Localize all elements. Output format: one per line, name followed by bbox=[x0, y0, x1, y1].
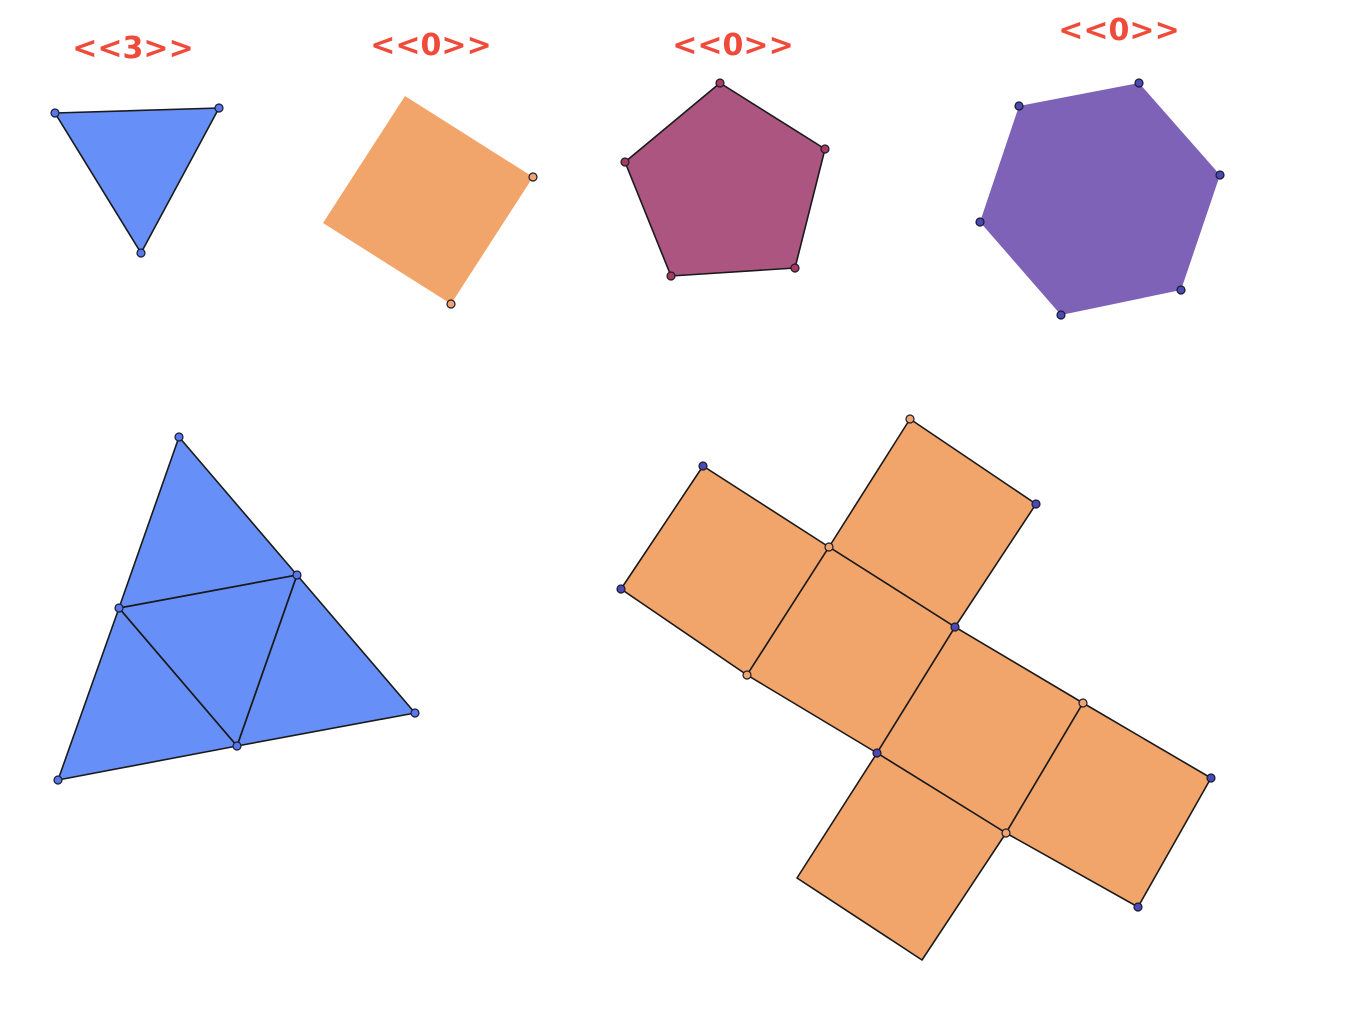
hexagon-vertex[interactable] bbox=[1134, 78, 1144, 88]
pentagon-vertex[interactable] bbox=[790, 263, 800, 273]
hexagon-vertex[interactable] bbox=[1014, 101, 1024, 111]
cube-net-vertex[interactable] bbox=[698, 461, 708, 471]
cube-net-vertex[interactable] bbox=[1133, 902, 1143, 912]
hexagon-vertex[interactable] bbox=[975, 217, 985, 227]
hexagon-vertex[interactable] bbox=[1215, 170, 1225, 180]
pentagon-vertex[interactable] bbox=[715, 78, 725, 88]
pentagon-vertex[interactable] bbox=[666, 271, 676, 281]
triangle-net-face-center[interactable] bbox=[118, 574, 298, 747]
counter-square: <<0>> bbox=[370, 28, 491, 63]
cube-net-vertex[interactable] bbox=[950, 622, 960, 632]
cube-net-vertex[interactable] bbox=[1078, 698, 1088, 708]
square-vertex[interactable] bbox=[446, 299, 456, 309]
pentagon-shape[interactable] bbox=[620, 78, 830, 281]
triangle-net-vertex[interactable] bbox=[53, 775, 63, 785]
square-shape[interactable] bbox=[323, 96, 538, 309]
triangle-net-vertex[interactable] bbox=[114, 603, 124, 613]
pentagon-vertex[interactable] bbox=[620, 157, 630, 167]
triangle-net-outline[interactable] bbox=[58, 437, 415, 780]
cube-net[interactable] bbox=[616, 414, 1216, 961]
hexagon-face[interactable] bbox=[980, 83, 1220, 315]
pentagon-face[interactable] bbox=[624, 82, 826, 277]
square-face[interactable] bbox=[323, 96, 533, 304]
cube-net-vertex[interactable] bbox=[1031, 499, 1041, 509]
cube-net-vertex[interactable] bbox=[1001, 828, 1011, 838]
triangle-net-vertex[interactable] bbox=[410, 708, 420, 718]
cube-net-vertex[interactable] bbox=[824, 542, 834, 552]
triangle-face[interactable] bbox=[54, 107, 220, 254]
triangle-vertex[interactable] bbox=[50, 108, 60, 118]
cube-net-vertex[interactable] bbox=[742, 670, 752, 680]
triangle-shape[interactable] bbox=[50, 103, 224, 258]
triangle-vertex[interactable] bbox=[136, 248, 146, 258]
hexagon-vertex[interactable] bbox=[1176, 285, 1186, 295]
counter-pentagon: <<0>> bbox=[672, 28, 793, 63]
triangle-net-vertex[interactable] bbox=[232, 741, 242, 751]
triangle-net-vertex[interactable] bbox=[174, 432, 184, 442]
hexagon-shape[interactable] bbox=[975, 78, 1225, 320]
pentagon-vertex[interactable] bbox=[820, 144, 830, 154]
cube-net-vertex[interactable] bbox=[616, 584, 626, 594]
counter-hexagon: <<0>> bbox=[1058, 13, 1179, 48]
cube-net-vertex[interactable] bbox=[1206, 773, 1216, 783]
square-vertex[interactable] bbox=[528, 172, 538, 182]
cube-net-face-bottom[interactable] bbox=[796, 752, 1007, 961]
cube-net-vertex[interactable] bbox=[905, 414, 915, 424]
counter-triangle: <<3>> bbox=[72, 31, 193, 66]
triangle-vertex[interactable] bbox=[214, 103, 224, 113]
hexagon-vertex[interactable] bbox=[1056, 310, 1066, 320]
triangle-net-vertex[interactable] bbox=[292, 570, 302, 580]
triangle-net[interactable] bbox=[53, 432, 420, 785]
cube-net-vertex[interactable] bbox=[872, 748, 882, 758]
